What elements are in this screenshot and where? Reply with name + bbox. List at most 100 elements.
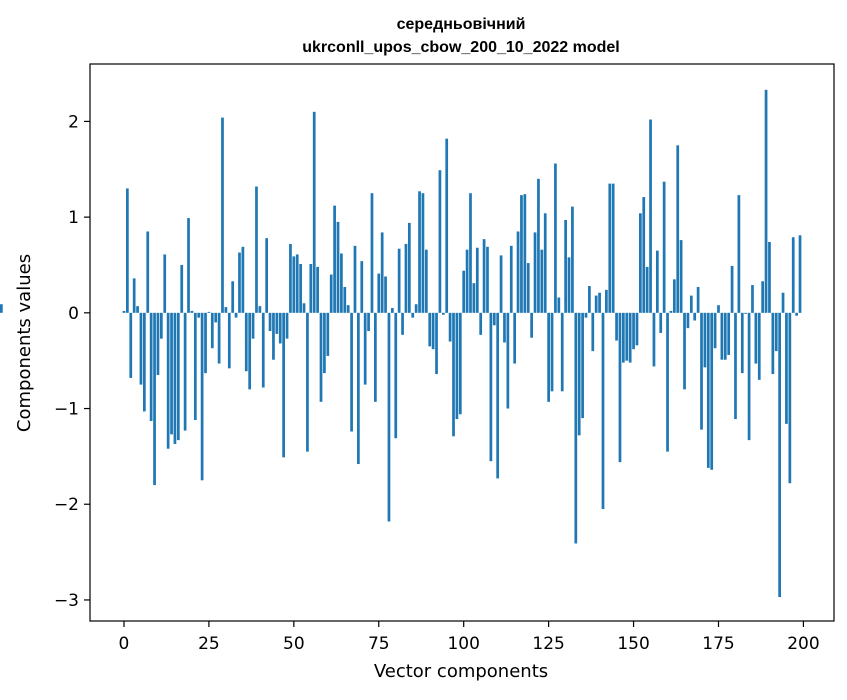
y-axis-label: Components values xyxy=(14,254,35,432)
y-tick-label: −1 xyxy=(54,400,79,420)
bar-component-28 xyxy=(217,312,221,364)
bar-component-24 xyxy=(204,312,207,374)
bar-component-162 xyxy=(672,279,676,313)
bar-component-134 xyxy=(577,312,581,436)
bar-component-111 xyxy=(499,255,503,313)
x-axis-ticks: 0 25 50 75 100 125 150 175 200 xyxy=(119,621,820,654)
bar-component-38 xyxy=(251,312,255,339)
bar-component-157 xyxy=(655,250,659,313)
bar-component-171 xyxy=(703,312,707,368)
bar-component-100 xyxy=(462,270,466,313)
bar-component-51 xyxy=(295,254,299,313)
chart-title-line2: ukrconll_upos_cbow_200_10_2022 model xyxy=(302,39,619,56)
bar-component-115 xyxy=(513,312,517,364)
bar-component-37 xyxy=(248,312,252,390)
bar-component-185 xyxy=(751,285,754,313)
bar-component-144 xyxy=(611,183,615,313)
bar-component-14 xyxy=(170,312,173,435)
bar-component-64 xyxy=(340,253,343,313)
bar-component-124 xyxy=(543,213,547,313)
bar-component-136 xyxy=(584,312,588,318)
bar-component-34 xyxy=(238,252,241,313)
bar-component-194 xyxy=(781,292,785,313)
bar-component-71 xyxy=(363,312,367,385)
bar-component-177 xyxy=(723,312,727,360)
bar-component-16 xyxy=(176,312,180,441)
bar-component-103 xyxy=(472,283,476,313)
bar-component-1 xyxy=(126,188,129,313)
bar-component-149 xyxy=(628,312,632,363)
bar-component-128 xyxy=(557,297,561,313)
x-axis-label: Vector components xyxy=(374,661,548,682)
bar-component-66 xyxy=(346,305,350,313)
bar-component-60 xyxy=(326,312,330,356)
bar-component-69 xyxy=(357,312,360,465)
bar-component-18 xyxy=(183,312,187,431)
bar-component-72 xyxy=(367,312,370,332)
bar-component-153 xyxy=(642,197,646,313)
bar-component-184 xyxy=(747,312,751,441)
bar-component-58 xyxy=(319,312,323,402)
bar-component-195 xyxy=(785,312,788,424)
bar-component-182 xyxy=(740,312,744,374)
y-tick-label: −2 xyxy=(54,495,79,515)
bar-component-189 xyxy=(764,89,768,313)
bar-component-130 xyxy=(564,220,567,313)
bar-component-7 xyxy=(146,231,150,313)
bar-component-170 xyxy=(700,312,703,430)
bar-component-138 xyxy=(591,312,595,352)
bar-component-46 xyxy=(278,312,282,344)
x-tick-label: 150 xyxy=(617,634,649,654)
bar-component-165 xyxy=(683,312,686,390)
bar-component-76 xyxy=(380,232,384,313)
bar-component-129 xyxy=(560,312,564,392)
bar-component-163 xyxy=(676,145,680,313)
x-tick-label: 0 xyxy=(119,634,130,654)
bar-component-161 xyxy=(669,310,673,313)
bar-component-168 xyxy=(693,312,697,321)
bar-component-158 xyxy=(659,312,663,333)
bar-component-10 xyxy=(156,312,160,376)
bar-component-19 xyxy=(187,218,190,313)
bar-component-143 xyxy=(608,183,612,313)
bar-component-12 xyxy=(163,254,167,313)
bar-component-70 xyxy=(360,261,364,313)
bar-component-0 xyxy=(122,310,126,313)
bar-component-151 xyxy=(635,312,639,346)
bar-component-147 xyxy=(622,312,625,363)
bar-component-104 xyxy=(475,247,479,313)
bar-component-4 xyxy=(136,306,139,313)
bar-component-167 xyxy=(689,295,693,313)
bar-component-50 xyxy=(292,256,296,313)
bar-component-131 xyxy=(567,257,571,313)
bar-component-140 xyxy=(598,292,601,313)
bar-component-86 xyxy=(414,304,418,313)
bar-component-40 xyxy=(258,306,262,313)
bar-component-156 xyxy=(652,312,656,367)
bar-component-113 xyxy=(506,312,510,409)
bar-component-42 xyxy=(265,238,269,313)
bar-component-39 xyxy=(255,186,258,313)
bar-component-95 xyxy=(445,138,449,313)
bar-component-48 xyxy=(285,312,289,339)
bar-component-146 xyxy=(618,312,622,463)
bar-component-45 xyxy=(275,312,279,334)
bar-component-123 xyxy=(540,249,544,313)
bar-component-92 xyxy=(435,312,438,375)
x-tick-label: 25 xyxy=(198,634,220,654)
bar-component-55 xyxy=(309,264,313,313)
bar-component-87 xyxy=(418,191,421,313)
bar-component-183 xyxy=(744,312,748,314)
bar-component-84 xyxy=(407,222,411,313)
bar-component-29 xyxy=(221,117,224,313)
bar-component-150 xyxy=(632,312,635,350)
bar-component-36 xyxy=(244,312,248,372)
bar-component-197 xyxy=(791,237,795,313)
bar-component-132 xyxy=(571,206,574,313)
bar-component-181 xyxy=(737,195,741,313)
bar-component-101 xyxy=(465,249,469,313)
bar-component-127 xyxy=(554,163,557,313)
x-tick-label: 200 xyxy=(787,634,819,654)
